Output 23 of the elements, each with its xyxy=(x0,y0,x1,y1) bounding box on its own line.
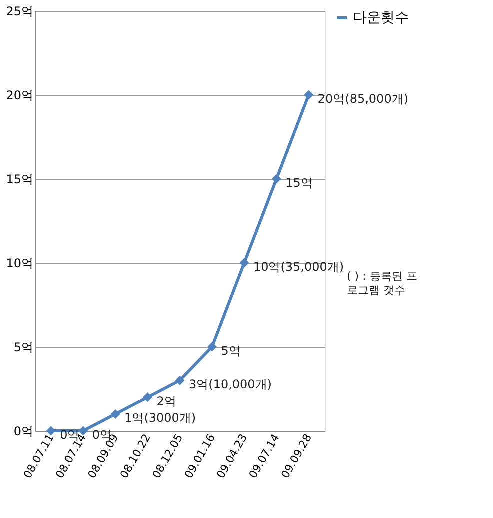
data-label: 2억 xyxy=(156,394,176,408)
y-tick-label: 25억 xyxy=(6,4,34,18)
point xyxy=(143,392,153,402)
y-tick-label: 15억 xyxy=(6,172,34,186)
legend-label: 다운횟수 xyxy=(353,10,409,26)
y-tick-label: 10억 xyxy=(6,256,34,270)
data-label: 1억(3000개) xyxy=(124,411,196,426)
point xyxy=(304,90,314,100)
y-tick-label: 5억 xyxy=(14,340,34,354)
data-label: 20억(85,000개) xyxy=(318,92,409,106)
point xyxy=(46,426,56,436)
point xyxy=(175,376,185,386)
data-label: 10억(35,000개) xyxy=(253,260,344,274)
data-label: 5억 xyxy=(221,344,241,358)
y-tick-label: 0억 xyxy=(14,424,34,438)
y-tick-label: 20억 xyxy=(6,88,34,102)
data-label: 3억(10,000개) xyxy=(189,378,272,392)
text: ( ) : 등록된 프로그램 갯수 xyxy=(347,270,418,297)
point xyxy=(240,258,250,268)
point xyxy=(272,174,282,184)
point xyxy=(110,409,120,419)
data-label: 15억 xyxy=(286,176,313,190)
point xyxy=(207,342,217,352)
